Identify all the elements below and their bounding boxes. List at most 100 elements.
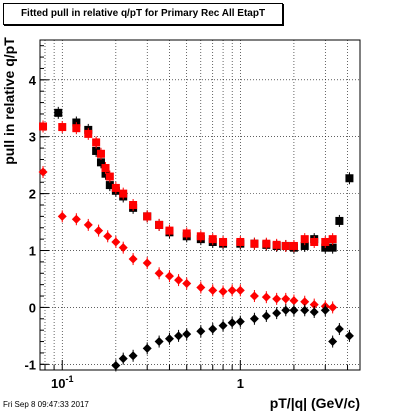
- data-point-diamond: [272, 294, 282, 304]
- data-point-diamond: [261, 311, 271, 321]
- data-point-square: [272, 240, 281, 249]
- data-point-diamond: [182, 329, 192, 339]
- data-point-square: [92, 146, 101, 155]
- data-point-diamond: [227, 318, 237, 328]
- data-point-diamond: [103, 231, 113, 241]
- data-point-diamond: [208, 324, 218, 334]
- data-point-diamond: [235, 317, 245, 327]
- data-point-diamond: [227, 285, 237, 295]
- data-point-diamond: [38, 167, 48, 177]
- data-point-square: [281, 241, 290, 250]
- data-point-square: [39, 122, 48, 131]
- data-point-diamond: [281, 305, 291, 315]
- data-point-square: [208, 235, 217, 244]
- data-point-diamond: [328, 302, 338, 312]
- data-point-diamond: [235, 285, 245, 295]
- data-point-diamond: [57, 211, 67, 221]
- data-point-diamond: [111, 237, 121, 247]
- data-point-diamond: [344, 331, 354, 341]
- data-point-square: [105, 172, 114, 181]
- y-tick-label: 0: [29, 300, 36, 315]
- y-tick-label: 2: [29, 187, 36, 202]
- data-point-diamond: [196, 283, 206, 292]
- data-point-square: [328, 235, 337, 244]
- data-point-diamond: [94, 226, 104, 236]
- data-point-square: [54, 108, 63, 117]
- y-axis-label: pull in relative q/pT: [1, 37, 17, 165]
- data-point-diamond: [272, 308, 282, 318]
- data-point-square: [92, 138, 101, 147]
- chart-title: Fitted pull in relative q/pT for Primary…: [3, 3, 283, 25]
- timestamp: Fri Sep 8 09:47:33 2017: [3, 400, 89, 409]
- data-point-square: [155, 220, 164, 229]
- data-point-square: [96, 149, 105, 158]
- data-point-square: [182, 229, 191, 238]
- data-point-diamond: [289, 305, 299, 315]
- data-point-square: [321, 237, 330, 246]
- data-point-square: [300, 235, 309, 244]
- data-point-diamond: [196, 326, 206, 336]
- data-point-diamond: [328, 337, 338, 347]
- data-point-diamond: [154, 268, 164, 278]
- x-axis-label: pT/|q| (GeV/c): [269, 395, 360, 411]
- data-point-square: [310, 237, 319, 246]
- data-point-diamond: [142, 258, 152, 268]
- data-point-square: [236, 237, 245, 246]
- x-tick-label: 10-1: [51, 374, 73, 391]
- data-point-square: [345, 174, 354, 183]
- data-point-diamond: [218, 321, 228, 331]
- data-point-diamond: [154, 337, 164, 347]
- data-point-diamond: [334, 324, 344, 334]
- data-point-diamond: [128, 351, 138, 361]
- data-point-square: [289, 241, 298, 250]
- data-point-diamond: [164, 334, 174, 344]
- data-point-diamond: [300, 297, 310, 307]
- data-point-square: [328, 243, 337, 252]
- data-point-square: [196, 232, 205, 241]
- data-point-square: [101, 164, 110, 173]
- data-point-diamond: [174, 331, 184, 341]
- y-tick-label: 4: [29, 73, 37, 88]
- data-point-square: [72, 124, 81, 133]
- grid-layer: [40, 40, 360, 370]
- data-point-diamond: [71, 214, 81, 224]
- data-point-square: [143, 212, 152, 221]
- data-point-square: [96, 158, 105, 167]
- data-point-diamond: [249, 291, 259, 301]
- data-point-diamond: [111, 360, 121, 370]
- data-point-diamond: [208, 285, 218, 295]
- data-point-square: [335, 216, 344, 225]
- data-point-square: [129, 201, 138, 209]
- data-point-square: [105, 181, 114, 190]
- data-point-diamond: [309, 307, 319, 317]
- data-point-diamond: [174, 275, 184, 285]
- data-point-diamond: [128, 254, 138, 264]
- data-point-diamond: [249, 314, 259, 324]
- plot-frame: [39, 39, 361, 371]
- data-point-square: [84, 129, 93, 138]
- data-point-diamond: [182, 279, 192, 289]
- data-point-diamond: [320, 305, 330, 315]
- data-point-square: [300, 241, 309, 250]
- data-point-diamond: [218, 286, 228, 296]
- x-tick-label: 1: [237, 376, 244, 391]
- data-point-diamond: [309, 300, 319, 310]
- y-tick-label: -1: [24, 357, 36, 372]
- data-point-square: [111, 183, 120, 192]
- data-point-square: [262, 239, 271, 248]
- data-point-diamond: [164, 271, 174, 281]
- y-tick-label: 3: [29, 130, 36, 145]
- data-point-square: [119, 189, 128, 198]
- data-point-diamond: [261, 292, 271, 302]
- data-point-diamond: [118, 354, 128, 364]
- data-point-square: [58, 123, 67, 132]
- data-point-diamond: [300, 305, 310, 315]
- data-point-diamond: [281, 294, 291, 304]
- data-point-diamond: [83, 220, 93, 230]
- points-layer: [38, 106, 354, 372]
- data-point-square: [219, 237, 228, 246]
- data-point-square: [250, 239, 259, 248]
- data-point-square: [165, 226, 174, 235]
- y-tick-label: 1: [29, 244, 36, 259]
